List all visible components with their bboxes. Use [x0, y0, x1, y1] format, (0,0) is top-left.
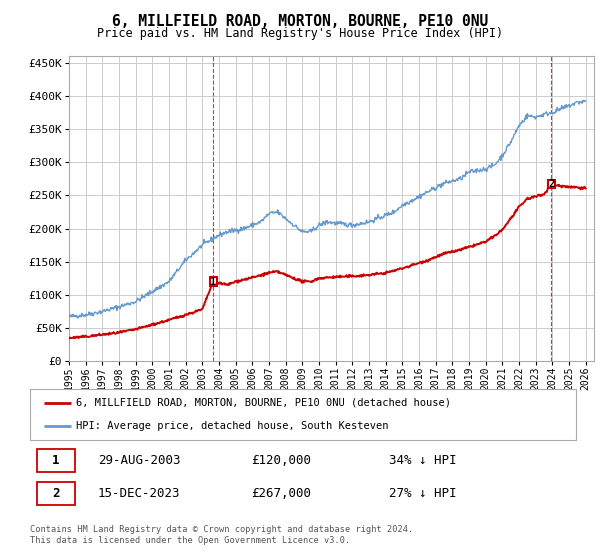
Text: 15-DEC-2023: 15-DEC-2023	[98, 487, 181, 500]
Text: £267,000: £267,000	[251, 487, 311, 500]
Text: £120,000: £120,000	[251, 454, 311, 467]
FancyBboxPatch shape	[548, 180, 555, 188]
Text: 2: 2	[52, 487, 59, 500]
Text: 1: 1	[52, 454, 59, 467]
Text: 2: 2	[548, 179, 554, 189]
Text: 34% ↓ HPI: 34% ↓ HPI	[389, 454, 457, 467]
Text: 27% ↓ HPI: 27% ↓ HPI	[389, 487, 457, 500]
Text: Contains HM Land Registry data © Crown copyright and database right 2024.
This d: Contains HM Land Registry data © Crown c…	[30, 525, 413, 545]
Text: 1: 1	[210, 277, 216, 287]
Text: Price paid vs. HM Land Registry's House Price Index (HPI): Price paid vs. HM Land Registry's House …	[97, 27, 503, 40]
Text: 6, MILLFIELD ROAD, MORTON, BOURNE, PE10 0NU: 6, MILLFIELD ROAD, MORTON, BOURNE, PE10 …	[112, 14, 488, 29]
Text: HPI: Average price, detached house, South Kesteven: HPI: Average price, detached house, Sout…	[76, 421, 389, 431]
FancyBboxPatch shape	[210, 277, 217, 286]
Text: 6, MILLFIELD ROAD, MORTON, BOURNE, PE10 0NU (detached house): 6, MILLFIELD ROAD, MORTON, BOURNE, PE10 …	[76, 398, 451, 408]
FancyBboxPatch shape	[37, 483, 75, 505]
FancyBboxPatch shape	[37, 449, 75, 472]
Text: 29-AUG-2003: 29-AUG-2003	[98, 454, 181, 467]
